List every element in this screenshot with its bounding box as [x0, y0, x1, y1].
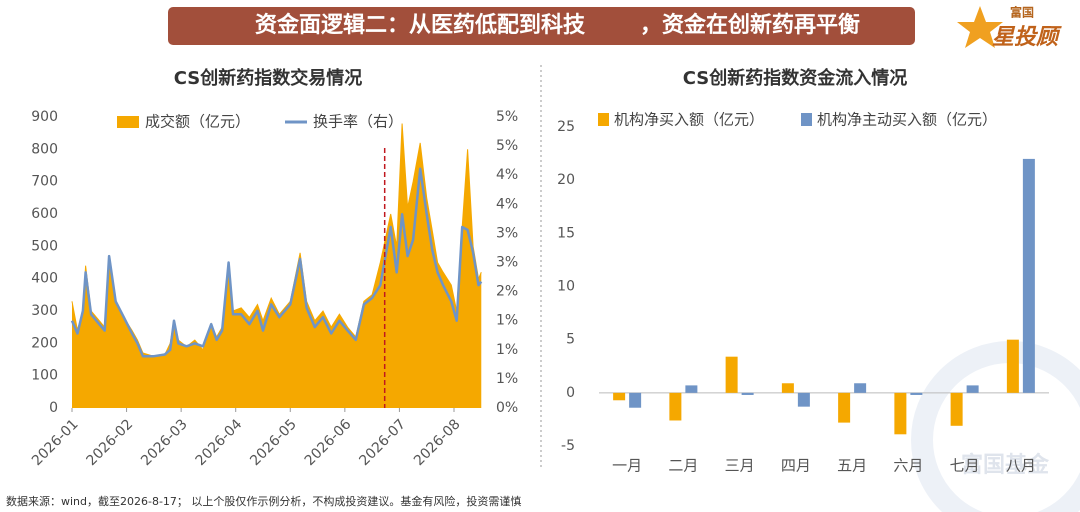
x-tick-label: 2026-05	[247, 416, 300, 469]
bar	[910, 392, 923, 395]
y-tick-label: 10	[557, 279, 575, 295]
x-tick-label: 八月	[1006, 457, 1036, 475]
header-title: 资金面逻辑二：从医药低配到科技	[255, 12, 586, 38]
y2-tick-label: 5%	[496, 109, 518, 125]
y2-tick-label: 4%	[496, 196, 518, 212]
y-tick-label: 800	[31, 141, 58, 157]
x-tick-label: 2026-06	[302, 416, 355, 469]
legend-label: 机构净买入额（亿元）	[614, 111, 764, 129]
bar	[685, 385, 698, 393]
y-tick-label: 900	[31, 109, 58, 125]
x-tick-label: 2026-03	[138, 416, 191, 469]
y-tick-label: 600	[31, 206, 58, 222]
x-tick-label: 2026-04	[193, 416, 246, 469]
x-tick-label: 2026-02	[84, 416, 137, 469]
bar	[1006, 339, 1019, 393]
y-tick-label: 100	[31, 368, 58, 384]
legend-swatch	[598, 113, 609, 126]
watermark: 富国基金	[961, 452, 1050, 478]
x-tick-label: 三月	[725, 457, 755, 475]
y2-tick-label: 0%	[496, 400, 518, 416]
bar	[1022, 158, 1035, 393]
bar	[838, 392, 851, 423]
y-tick-label: 0	[566, 385, 575, 401]
bar	[854, 383, 867, 393]
y-tick-label: 400	[31, 271, 58, 287]
x-tick-label: 2026-08	[411, 416, 464, 469]
bar	[894, 392, 907, 435]
chart-title: CS创新药指数资金流入情况	[683, 67, 908, 89]
y2-tick-label: 2%	[496, 284, 518, 300]
bar	[781, 383, 794, 393]
legend-swatch	[801, 113, 812, 126]
chart-title: CS创新药指数交易情况	[174, 67, 363, 89]
x-tick-label: 二月	[668, 457, 698, 475]
y2-tick-label: 1%	[496, 371, 518, 387]
legend-label: 成交额（亿元）	[145, 113, 250, 131]
x-tick-label: 一月	[612, 457, 642, 475]
legend-swatch	[117, 116, 139, 128]
x-tick-label: 六月	[893, 457, 923, 475]
y2-tick-label: 1%	[496, 342, 518, 358]
y-tick-label: 20	[557, 172, 575, 188]
bar	[725, 356, 738, 393]
y2-tick-label: 3%	[496, 225, 518, 241]
bar	[966, 385, 979, 393]
x-tick-label: 2026-07	[356, 416, 409, 469]
y2-tick-label: 3%	[496, 255, 518, 271]
y-tick-label: 0	[49, 400, 58, 416]
legend-label: 机构净主动买入额（亿元）	[817, 111, 997, 129]
footer-note: 数据来源：wind，截至2026-8-17； 以上个股仅作示例分析，不构成投资建…	[6, 494, 521, 508]
y-tick-label: -5	[561, 438, 575, 454]
y-tick-label: 200	[31, 335, 58, 351]
x-tick-label: 2026-01	[29, 416, 82, 469]
bar	[629, 392, 642, 408]
area-fill	[72, 123, 482, 408]
y-tick-label: 500	[31, 238, 58, 254]
y2-tick-label: 4%	[496, 167, 518, 183]
bar	[669, 392, 682, 421]
bar	[741, 392, 754, 395]
bar	[797, 392, 810, 407]
area-edge	[71, 123, 482, 357]
bar	[613, 392, 626, 401]
y-tick-label: 15	[557, 225, 575, 241]
x-tick-label: 七月	[950, 457, 980, 475]
x-tick-label: 五月	[837, 457, 867, 475]
bar	[950, 392, 963, 426]
logo-star	[957, 6, 1003, 48]
y2-tick-label: 1%	[496, 313, 518, 329]
y-tick-label: 25	[557, 119, 575, 135]
watermark-ring	[911, 341, 1080, 512]
logo-text: 星投顾	[992, 25, 1062, 50]
legend-label: 换手率（右）	[313, 113, 403, 131]
header-banner	[168, 7, 915, 45]
x-tick-label: 四月	[781, 457, 811, 475]
y-tick-label: 5	[566, 332, 575, 348]
y2-tick-label: 5%	[496, 138, 518, 154]
header-title: ，资金在创新药再平衡	[640, 12, 860, 38]
logo-text: 富国	[1010, 5, 1034, 20]
y-tick-label: 300	[31, 303, 58, 319]
y-tick-label: 700	[31, 174, 58, 190]
line	[70, 167, 483, 358]
